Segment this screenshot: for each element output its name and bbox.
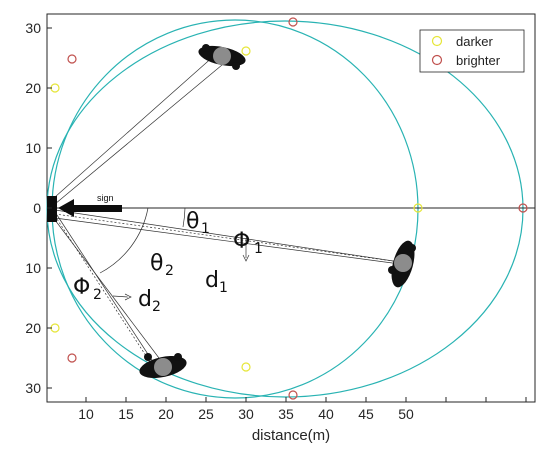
vehicle-right [388,240,416,288]
y-axis [47,27,52,389]
legend-darker-label: darker [456,34,494,49]
x-tick-label: 10 [78,406,94,422]
angle-labels: θ 1 Φ 1 θ 2 d 1 Φ 2 d 2 [73,209,263,315]
y-tick-label: 20 [25,320,41,336]
brighter-marker [67,353,77,363]
legend-darker-marker [431,35,443,47]
d2-symbol: d [138,287,152,312]
d1-arrowhead [242,254,250,262]
sight-line-top-b [54,59,229,205]
sight-line-bottom-a [54,211,158,369]
sight-line-right-a [54,209,401,263]
x-tick-label: 25 [198,406,214,422]
legend: darker brighter [419,29,525,73]
sign-arrow-shaft [64,205,122,212]
vehicle-right-cabin [394,254,412,272]
sight-line-bottom-dashed [54,215,151,363]
vehicle-bottom [139,353,187,378]
brighter-marker [518,203,528,213]
legend-brighter-label: brighter [456,53,501,68]
sign-arrow-head [58,199,74,217]
theta1-arc [182,207,186,228]
sight-line-top-a [54,54,216,198]
sign-label: sign [97,193,114,203]
y-tick-label: 20 [25,80,41,96]
phi2-symbol: Φ [73,275,90,300]
y-tick-label: 30 [25,20,41,36]
sign-post [47,196,57,222]
vehicle-top-cabin [213,47,231,65]
vehicle-bottom-wheel [174,353,182,361]
vehicle-top [198,44,246,70]
x-axis-label: distance(m) [252,427,330,444]
y-tick-label: 0 [33,200,41,216]
brighter-marker [288,17,298,27]
vehicle-right-wheel [388,266,396,274]
sight-lines [54,54,401,369]
y-tick-label: 10 [25,260,41,276]
d2-arrowhead [124,293,132,301]
x-tick-label: 35 [278,406,294,422]
legend-brighter-marker [431,54,443,66]
x-tick-labels: 10 15 20 25 30 35 40 45 50 [78,406,414,422]
x-tick-label: 15 [118,406,134,422]
d2-arrow [112,295,129,298]
y-tick-label: 10 [25,140,41,156]
brighter-marker [288,390,298,400]
d2-subscript: 2 [152,299,161,315]
phi1-symbol: Φ [233,229,250,254]
brighter-markers [67,17,528,400]
vehicle-top-wheel [202,44,210,52]
vehicle-bottom-cabin [154,358,172,376]
x-tick-label: 40 [318,406,334,422]
theta1-symbol: θ [186,209,199,234]
vehicle-bottom-wheel [144,353,152,361]
y-tick-label: 30 [25,380,41,396]
phi2-subscript: 2 [93,287,102,303]
vehicle-right-wheel [408,244,416,252]
sight-line-right-b [54,217,401,265]
theta1-subscript: 1 [201,221,210,237]
brighter-marker [67,54,77,64]
x-tick-label: 30 [238,406,254,422]
x-tick-label: 20 [158,406,174,422]
y-tick-labels: 30 20 10 0 10 20 30 [25,20,41,396]
theta2-arc [99,207,149,274]
phi1-subscript: 1 [254,241,263,257]
theta2-symbol: θ [150,251,163,276]
x-tick-label: 50 [398,406,414,422]
x-axis [85,397,527,402]
d1-subscript: 1 [219,280,228,296]
darker-marker [241,362,251,372]
darker-marker [241,46,251,56]
sign-symbol: sign [47,193,122,222]
vehicle-top-wheel [232,62,240,70]
darker-marker [413,203,423,213]
theta2-subscript: 2 [165,263,174,279]
x-tick-label: 45 [358,406,374,422]
d1-symbol: d [205,268,219,293]
